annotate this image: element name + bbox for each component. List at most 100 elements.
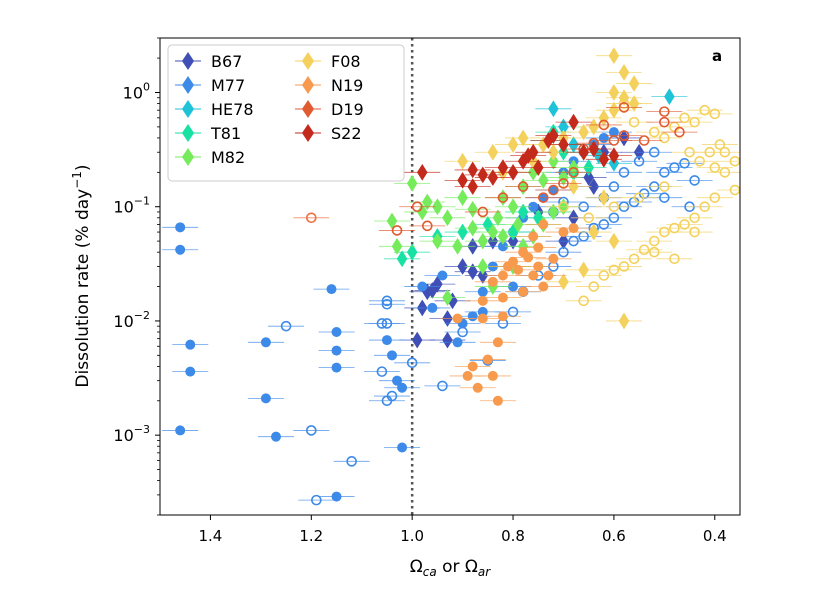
data-point [608,201,620,213]
data-point [507,232,519,250]
data-point [467,200,478,218]
data-point [608,212,620,224]
data-point [492,209,504,227]
data-point [442,331,453,349]
data-point [618,98,630,109]
data-point [437,380,448,392]
data-point [457,171,468,189]
data-point [618,102,630,113]
data-point [432,275,443,293]
data-point [638,244,650,256]
data-point [699,201,710,213]
data-point [411,331,423,349]
data-point [633,155,645,167]
x-tick-label: 1.4 [199,527,223,545]
data-point [381,295,393,307]
legend-label: M77 [211,76,245,95]
data-point [175,244,186,255]
data-point [578,261,589,279]
panel-label: a [712,47,722,65]
data-point [507,198,519,216]
data-point [346,456,357,467]
data-point [648,246,660,258]
data-point [608,47,620,65]
data-point [467,311,478,322]
data-point [477,286,488,297]
data-point [513,264,524,275]
data-point [699,104,710,116]
legend-marker [182,148,194,166]
data-point [528,201,539,212]
data-point [422,193,433,211]
data-point [659,181,670,192]
data-point [508,256,519,267]
data-point [467,178,478,196]
data-point [548,203,559,221]
data-point [482,354,493,365]
data-point [618,89,630,107]
data-point [548,127,559,145]
data-point [417,281,428,292]
data-point [397,382,408,393]
data-point [391,225,403,236]
x-axis-label: Ωca or Ωar [410,557,492,579]
data-point [608,101,620,119]
data-point [709,162,721,173]
data-point [578,143,589,161]
y-tick-label: 100 [123,80,150,102]
data-point [477,232,489,250]
data-point [376,318,388,329]
data-point [387,350,397,361]
data-point [659,132,670,144]
data-point [492,337,503,348]
data-point [331,345,342,356]
legend-label: B67 [211,52,242,71]
data-point [497,159,509,177]
y-tick-label: 10−2 [113,309,150,331]
x-tick-label: 1.0 [400,527,424,545]
data-point [608,135,620,146]
data-point [523,252,534,263]
data-point [467,161,478,179]
legend-marker [182,52,194,70]
data-point [558,273,569,291]
legend-label: S22 [331,124,362,143]
data-point [517,203,529,221]
data-point [659,116,670,128]
data-point [497,270,508,281]
data-point [538,219,549,230]
legend-marker [182,124,194,142]
legend-marker [182,100,194,118]
data-point [533,242,544,253]
data-point [512,215,524,233]
data-point [689,175,700,186]
data-point [432,198,443,216]
data-point [608,127,619,138]
data-point [618,63,630,81]
data-point [669,253,680,265]
legend: B67 M77 HE78 T81 M82 F08 N19 D19 S22 [167,44,405,182]
data-point [548,253,559,264]
data-point [477,257,489,275]
data-point [628,116,640,128]
data-point [517,181,529,192]
data-point [558,169,569,187]
data-point [487,370,498,381]
legend-label: HE78 [211,100,254,119]
data-point [548,184,559,196]
data-point [558,201,569,213]
data-point [588,118,600,136]
data-point [457,223,468,241]
data-point [538,192,549,203]
x-tick-label: 0.4 [703,527,727,545]
data-point [507,136,519,154]
data-point [452,337,463,348]
data-point [598,189,610,207]
data-point [432,232,443,250]
data-point [497,311,508,322]
data-point [477,166,489,184]
data-point [674,126,685,138]
y-axis: 10−3 10−2 10−1 100 [113,37,160,516]
data-point [659,106,670,117]
data-point [588,178,600,196]
